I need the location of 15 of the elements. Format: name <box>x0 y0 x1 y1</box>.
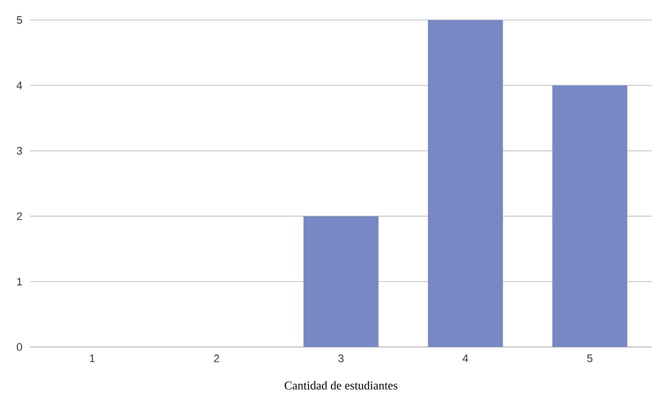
y-tick-label: 2 <box>16 212 22 220</box>
x-tick-label: 5 <box>587 354 592 362</box>
y-tick-label: 4 <box>16 82 22 90</box>
bar <box>552 85 628 347</box>
y-tick-label: 5 <box>16 16 22 24</box>
y-tick-label: 3 <box>16 146 22 155</box>
x-axis-title: Cantidad de estudiantes <box>284 381 398 390</box>
bar <box>428 20 503 347</box>
bar <box>304 216 379 347</box>
y-tick-label: 0 <box>16 343 22 351</box>
x-tick-label: 1 <box>90 354 95 362</box>
y-tick-label: 1 <box>17 278 22 286</box>
x-tick-label: 2 <box>214 354 220 362</box>
x-tick-label: 4 <box>462 354 468 362</box>
x-tick-label: 3 <box>338 354 344 362</box>
